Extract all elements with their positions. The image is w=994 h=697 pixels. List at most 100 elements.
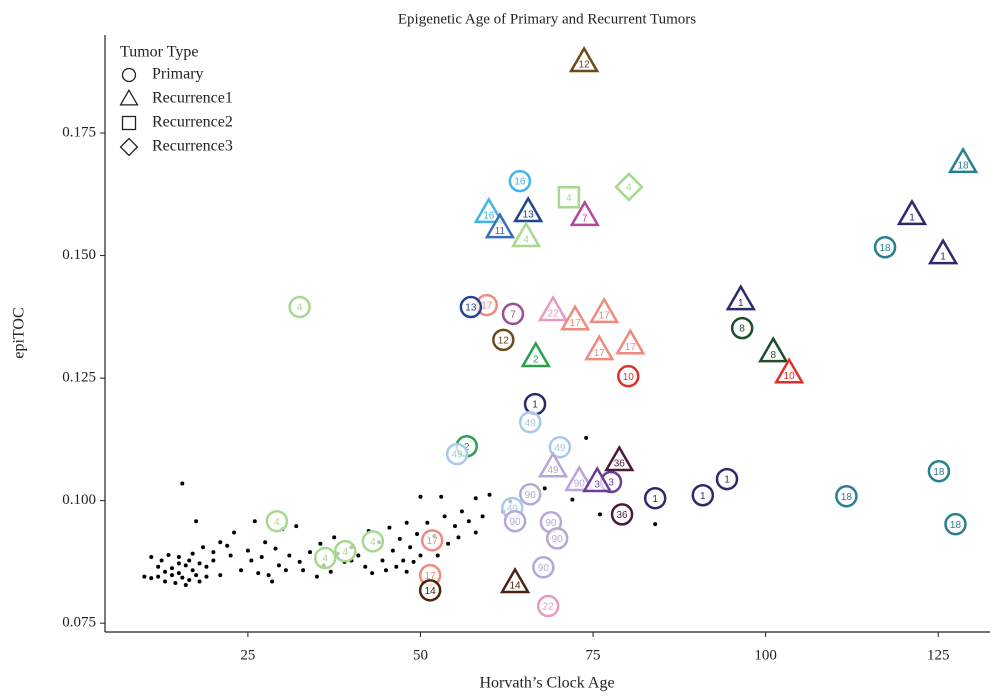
point-label: 22 xyxy=(547,309,559,320)
point xyxy=(270,579,275,584)
point-label: 8 xyxy=(739,324,745,335)
point xyxy=(510,220,542,248)
point-label: 1 xyxy=(724,475,730,486)
point xyxy=(420,529,444,552)
point xyxy=(508,169,532,193)
point-label: 4 xyxy=(322,554,328,565)
point xyxy=(163,579,168,584)
point xyxy=(520,341,551,368)
point xyxy=(442,514,447,519)
point xyxy=(394,564,399,569)
point-label: 90 xyxy=(525,490,537,501)
y-tick-label: 0.100 xyxy=(62,492,96,508)
point-label: 36 xyxy=(616,510,628,521)
point xyxy=(715,467,739,491)
y-tick-label: 0.175 xyxy=(62,124,96,140)
point xyxy=(691,483,715,507)
x-tick-label: 100 xyxy=(754,647,777,663)
point-label: 18 xyxy=(841,492,853,503)
point-label: 18 xyxy=(880,243,892,254)
x-tick-label: 50 xyxy=(413,647,428,663)
point-label: 90 xyxy=(545,518,557,529)
point-label: 18 xyxy=(933,467,945,478)
point xyxy=(947,146,979,174)
point xyxy=(176,571,181,576)
point-label: 13 xyxy=(465,303,477,314)
point xyxy=(218,573,223,578)
point xyxy=(204,574,209,579)
point-label: 16 xyxy=(514,177,526,188)
point-label: 4 xyxy=(274,517,280,528)
point-label: 49 xyxy=(547,465,559,476)
point-label: 90 xyxy=(538,563,550,574)
point xyxy=(180,481,185,486)
point xyxy=(452,524,457,529)
point xyxy=(301,568,306,573)
point xyxy=(404,569,409,574)
point xyxy=(156,564,161,569)
point-label: 4 xyxy=(297,303,303,314)
point-label: 1 xyxy=(532,400,538,411)
point-label: 1 xyxy=(940,252,946,263)
point-label: 16 xyxy=(483,211,495,222)
point xyxy=(610,503,634,526)
point xyxy=(725,284,756,311)
point xyxy=(149,555,154,560)
point xyxy=(190,551,195,556)
point xyxy=(499,566,531,594)
point xyxy=(537,451,569,478)
legend-label: Recurrence1 xyxy=(152,90,233,107)
point xyxy=(228,553,233,558)
point xyxy=(249,558,254,563)
point-label: 14 xyxy=(509,581,521,592)
point-label: 1 xyxy=(700,491,706,502)
point xyxy=(173,580,178,585)
legend-label: Recurrence2 xyxy=(152,114,233,131)
y-tick-label: 0.075 xyxy=(62,615,96,631)
point xyxy=(466,519,471,524)
point xyxy=(256,571,261,576)
point xyxy=(266,573,271,578)
point xyxy=(425,520,430,525)
point xyxy=(537,294,569,322)
point xyxy=(758,336,789,363)
point-label: 1 xyxy=(909,213,915,224)
point-label: 13 xyxy=(523,210,535,221)
point xyxy=(513,195,544,223)
point-label: 18 xyxy=(950,520,962,531)
x-tick-label: 75 xyxy=(586,647,601,663)
point xyxy=(252,519,257,524)
point xyxy=(439,494,444,499)
point xyxy=(615,328,646,355)
point xyxy=(643,486,667,510)
point xyxy=(332,535,337,540)
point xyxy=(456,535,461,540)
point-label: 7 xyxy=(510,310,516,321)
y-axis-label: epiTOC xyxy=(11,307,28,358)
point xyxy=(288,295,311,319)
point xyxy=(473,496,478,501)
point-label: 22 xyxy=(543,602,555,613)
legend-symbol xyxy=(119,88,139,106)
point xyxy=(201,545,206,550)
point xyxy=(484,212,516,239)
point xyxy=(835,484,858,508)
point xyxy=(873,235,897,259)
y-tick-label: 0.125 xyxy=(62,370,96,386)
x-tick-label: 125 xyxy=(927,647,950,663)
point-label: 18 xyxy=(958,161,970,172)
point xyxy=(588,296,620,324)
point xyxy=(156,574,161,579)
point xyxy=(487,492,492,497)
point-label: 36 xyxy=(614,459,626,470)
point-label: 90 xyxy=(509,517,521,528)
point xyxy=(318,541,323,546)
point xyxy=(418,579,442,602)
point xyxy=(518,410,542,434)
point xyxy=(194,573,199,578)
point xyxy=(564,465,595,492)
point xyxy=(559,304,591,331)
point-label: 12 xyxy=(579,60,591,71)
point xyxy=(333,539,357,563)
